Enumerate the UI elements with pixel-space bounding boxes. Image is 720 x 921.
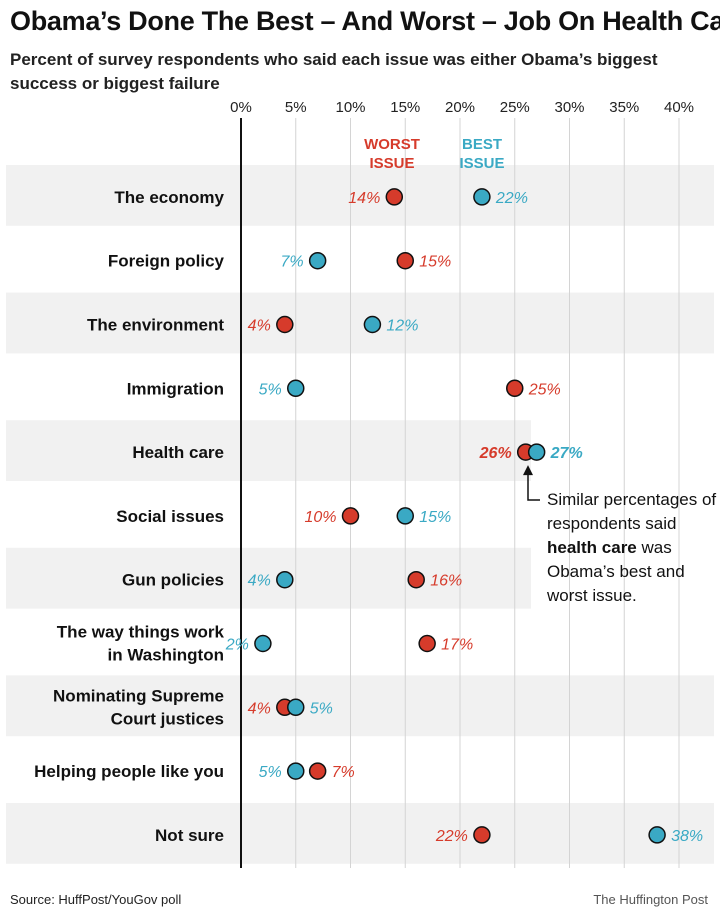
worst-issue-dot bbox=[341, 507, 360, 525]
best-value-label: 5% bbox=[259, 381, 282, 398]
worst-value-label: 22% bbox=[435, 828, 468, 845]
category-label: The economy bbox=[114, 188, 224, 207]
best-issue-dot bbox=[648, 826, 666, 844]
best-issue-dot bbox=[287, 762, 305, 780]
worst-issue-dot bbox=[308, 762, 327, 780]
credit-note: The Huffington Post bbox=[593, 892, 708, 907]
best-value-label: 12% bbox=[386, 318, 418, 335]
worst-value-label: 10% bbox=[304, 509, 336, 526]
category-label: Social issues bbox=[116, 507, 224, 526]
category-label: in Washington bbox=[108, 646, 224, 665]
worst-value-label: 17% bbox=[441, 637, 473, 654]
annotation-arrowhead bbox=[523, 465, 533, 476]
worst-value-label: 15% bbox=[419, 254, 451, 271]
row-band bbox=[6, 547, 531, 609]
best-issue-dot bbox=[396, 507, 414, 525]
category-label: Helping people like you bbox=[34, 762, 224, 781]
chart-title: Obama’s Done The Best – And Worst – Job … bbox=[10, 6, 720, 36]
worst-issue-dot bbox=[418, 634, 436, 653]
category-label: The way things work bbox=[57, 623, 225, 642]
best-issue-dot bbox=[308, 251, 327, 270]
worst-issue-dot bbox=[385, 188, 404, 206]
x-tick-label: 5% bbox=[285, 99, 307, 116]
x-tick-label: 30% bbox=[554, 99, 584, 116]
worst-issue-dot bbox=[473, 826, 491, 844]
worst-issue-dot bbox=[396, 251, 414, 270]
best-issue-dot bbox=[473, 188, 491, 206]
best-issue-dot bbox=[254, 634, 272, 653]
worst-value-label: 14% bbox=[348, 190, 380, 207]
health-care-annotation: Similar percentages of respondents said … bbox=[547, 488, 717, 608]
worst-value-label: 4% bbox=[248, 700, 271, 717]
worst-value-label: 26% bbox=[479, 445, 512, 462]
x-tick-label: 40% bbox=[664, 99, 694, 116]
category-label: Nominating Supreme bbox=[53, 686, 224, 705]
category-label: Court justices bbox=[111, 709, 224, 728]
best-value-label: 5% bbox=[310, 700, 333, 717]
worst-issue-dot bbox=[506, 379, 524, 398]
x-tick-label: 0% bbox=[230, 99, 252, 116]
category-label: The environment bbox=[87, 316, 224, 335]
source-note: Source: HuffPost/YouGov poll bbox=[10, 892, 182, 907]
x-tick-label: 35% bbox=[609, 99, 639, 116]
category-label: Gun policies bbox=[122, 571, 224, 590]
worst-value-label: 16% bbox=[430, 573, 462, 590]
legend-best-label: ISSUE bbox=[459, 155, 504, 172]
best-value-label: 7% bbox=[281, 254, 304, 271]
category-label: Immigration bbox=[127, 379, 224, 398]
row-band bbox=[6, 675, 714, 737]
best-value-label: 5% bbox=[259, 764, 282, 781]
row-band bbox=[6, 292, 714, 354]
x-tick-label: 10% bbox=[335, 99, 365, 116]
best-issue-dot bbox=[527, 443, 546, 461]
x-tick-label: 15% bbox=[390, 99, 420, 116]
annotation-text-1: Similar percentages of respondents said bbox=[547, 490, 717, 533]
x-tick-label: 20% bbox=[445, 99, 475, 116]
best-value-label: 27% bbox=[550, 445, 583, 462]
x-tick-label: 25% bbox=[500, 99, 530, 116]
best-value-label: 2% bbox=[225, 637, 249, 654]
legend-worst-label: WORST bbox=[364, 136, 420, 153]
worst-value-label: 7% bbox=[332, 764, 355, 781]
best-issue-dot bbox=[287, 379, 305, 398]
worst-value-label: 4% bbox=[248, 318, 271, 335]
worst-value-label: 25% bbox=[528, 381, 561, 398]
row-band bbox=[6, 420, 531, 481]
worst-issue-dot bbox=[407, 570, 425, 589]
annotation-bold: health care bbox=[547, 538, 637, 557]
category-label: Not sure bbox=[155, 826, 224, 845]
best-issue-dot bbox=[363, 315, 382, 334]
chart-subtitle: Percent of survey respondents who said e… bbox=[10, 50, 658, 93]
best-value-label: 4% bbox=[248, 573, 271, 590]
category-label: Health care bbox=[132, 443, 224, 462]
best-value-label: 22% bbox=[495, 190, 528, 207]
worst-issue-dot bbox=[276, 315, 294, 334]
best-value-label: 15% bbox=[419, 509, 451, 526]
legend-best-label: BEST bbox=[462, 136, 502, 153]
best-issue-dot bbox=[287, 698, 305, 717]
row-band bbox=[6, 165, 714, 226]
row-band bbox=[6, 803, 714, 864]
annotation-pointer bbox=[527, 467, 540, 501]
best-issue-dot bbox=[276, 570, 294, 589]
best-value-label: 38% bbox=[671, 828, 703, 845]
legend-worst-label: ISSUE bbox=[369, 155, 414, 172]
annotation-text-2: was Obama’s best and worst issue. bbox=[547, 538, 685, 605]
category-label: Foreign policy bbox=[108, 252, 225, 271]
